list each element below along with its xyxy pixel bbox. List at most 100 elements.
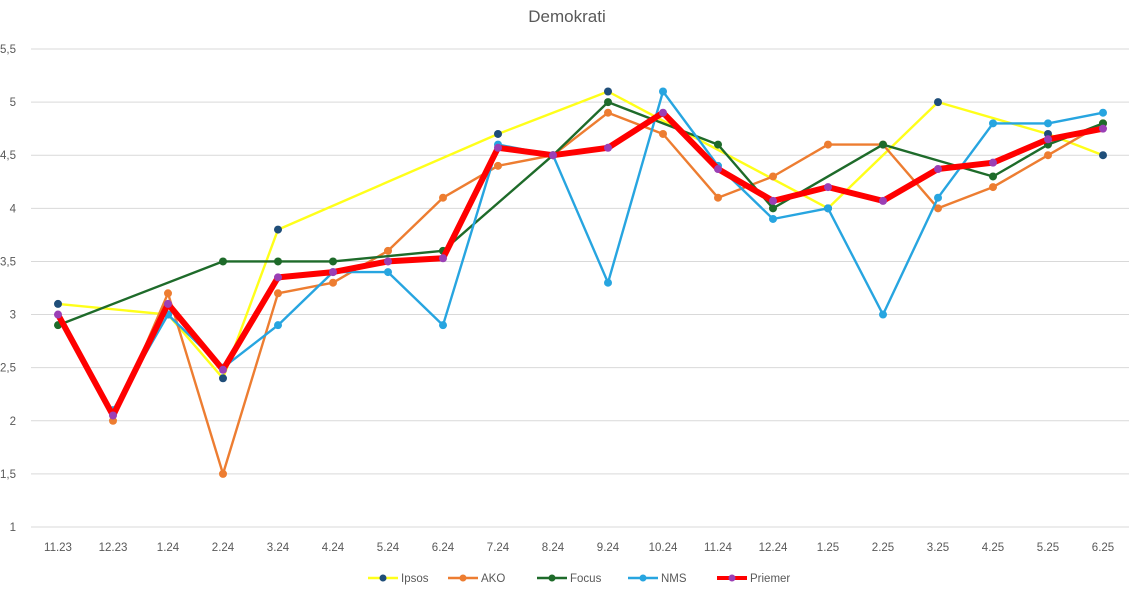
data-point <box>219 257 227 266</box>
legend-item-nms: NMS <box>628 573 687 585</box>
data-point <box>714 193 722 202</box>
data-point <box>109 411 117 420</box>
data-point <box>989 172 997 181</box>
legend-item-focus: Focus <box>537 573 602 585</box>
data-point <box>659 108 667 117</box>
x-tick-label: 9.24 <box>597 542 620 554</box>
legend-item-priemer: Priemer <box>717 573 790 585</box>
x-tick-label: 11.24 <box>704 542 733 554</box>
data-point <box>769 214 777 223</box>
data-point <box>274 257 282 266</box>
data-point <box>329 278 337 287</box>
x-axis: 11.23 12.23 1.24 2.24 3.24 4.24 5.24 6.24 7.24 8.… <box>44 542 1114 554</box>
x-tick-label: 2.25 <box>872 542 894 554</box>
data-point <box>219 374 227 383</box>
y-tick-label: 5 <box>10 97 16 109</box>
data-point <box>879 196 887 205</box>
data-point <box>659 129 667 138</box>
x-tick-label: 12.24 <box>759 542 788 554</box>
legend-item-ako: AKO <box>448 573 505 585</box>
series-line-priemer <box>55 109 1106 419</box>
y-tick-label: 3,5 <box>0 256 16 268</box>
data-point <box>54 310 62 319</box>
series-ipsos <box>54 87 1107 383</box>
data-point <box>1044 119 1052 128</box>
legend-label: AKO <box>481 573 505 585</box>
data-point <box>384 268 392 277</box>
data-point <box>604 143 612 152</box>
y-tick-label: 4 <box>10 203 17 215</box>
data-point <box>934 98 942 107</box>
grid-lines <box>31 48 1129 528</box>
legend-swatch-marker <box>459 574 467 582</box>
data-point <box>604 108 612 117</box>
data-point <box>1099 108 1107 117</box>
data-point <box>769 196 777 205</box>
data-point <box>329 257 337 266</box>
x-tick-label: 3.25 <box>927 542 949 554</box>
data-point <box>989 183 997 192</box>
y-tick-label: 1 <box>10 522 16 534</box>
data-point <box>274 225 282 234</box>
x-tick-label: 5.25 <box>1037 542 1059 554</box>
data-point <box>439 193 447 202</box>
data-point <box>274 273 282 282</box>
data-point <box>824 204 832 213</box>
data-point <box>274 289 282 298</box>
data-point <box>879 140 887 149</box>
data-point <box>384 257 392 266</box>
y-tick-label: 3 <box>10 310 16 322</box>
data-point <box>329 268 337 277</box>
data-point <box>1099 124 1107 133</box>
data-point <box>494 143 502 152</box>
data-point <box>989 119 997 128</box>
legend-label: NMS <box>661 573 687 585</box>
series-line-nms <box>111 90 1105 412</box>
legend: Ipsos AKO Focus NMS Priemer <box>368 573 790 585</box>
y-tick-label: 2 <box>10 416 16 428</box>
data-point <box>549 151 557 160</box>
x-tick-label: 7.24 <box>487 542 510 554</box>
data-point <box>824 140 832 149</box>
legend-swatch-marker <box>728 574 736 582</box>
chart-title: Demokrati <box>528 7 605 26</box>
data-point <box>274 321 282 330</box>
legend-swatch-marker <box>379 574 387 582</box>
data-point <box>934 193 942 202</box>
data-point <box>989 158 997 167</box>
data-point <box>494 129 502 138</box>
data-point <box>1099 151 1107 160</box>
data-point <box>494 161 502 170</box>
data-point <box>604 98 612 107</box>
y-tick-label: 1,5 <box>0 469 16 481</box>
data-point <box>1044 135 1052 144</box>
legend-item-ipsos: Ipsos <box>368 573 429 585</box>
data-point <box>934 204 942 213</box>
x-tick-label: 1.24 <box>157 542 180 554</box>
x-tick-label: 3.24 <box>267 542 290 554</box>
data-point <box>604 278 612 287</box>
data-point <box>439 254 447 263</box>
data-point <box>164 289 172 298</box>
data-point <box>219 365 227 374</box>
series-line-focus <box>56 100 1105 327</box>
data-point <box>879 310 887 319</box>
legend-label: Ipsos <box>401 573 429 585</box>
x-tick-label: 4.24 <box>322 542 345 554</box>
legend-label: Priemer <box>750 573 790 585</box>
x-tick-label: 5.24 <box>377 542 400 554</box>
y-tick-label: 4,5 <box>0 150 16 162</box>
data-point <box>219 469 227 478</box>
x-tick-label: 6.24 <box>432 542 455 554</box>
data-point <box>384 246 392 255</box>
data-point <box>1044 151 1052 160</box>
x-tick-label: 11.23 <box>44 542 72 554</box>
x-tick-label: 1.25 <box>817 542 839 554</box>
legend-swatch-marker <box>548 574 556 582</box>
data-point <box>714 165 722 174</box>
x-tick-label: 8.24 <box>542 542 565 554</box>
legend-label: Focus <box>570 573 602 585</box>
x-tick-label: 4.25 <box>982 542 1004 554</box>
